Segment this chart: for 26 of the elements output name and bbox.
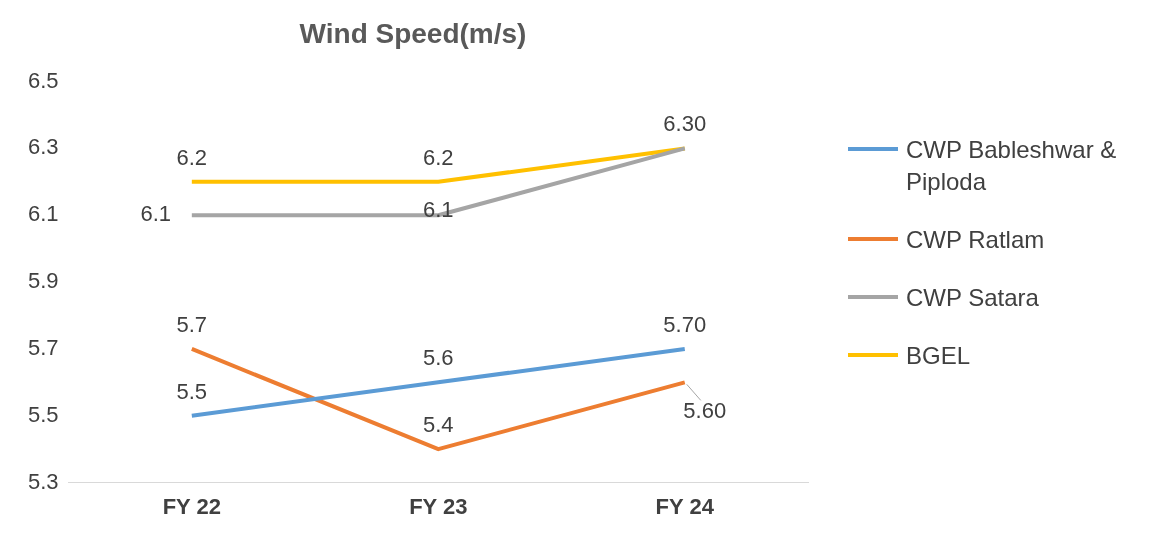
x-tick-label: FY 24 xyxy=(655,493,715,519)
legend-label: BGEL xyxy=(906,341,971,371)
y-tick-label: 5.5 xyxy=(27,401,59,427)
data-label: 5.70 xyxy=(663,312,707,337)
y-tick-label: 6.5 xyxy=(27,67,59,93)
x-tick-label: FY 22 xyxy=(162,493,221,519)
x-tick-label: FY 23 xyxy=(409,493,468,519)
chart-title: Wind Speed(m/s) xyxy=(299,17,527,49)
data-label: 5.4 xyxy=(422,412,454,438)
y-tick-label: 6.1 xyxy=(27,201,59,227)
y-tick-label: 5.7 xyxy=(27,335,59,360)
data-label: 5.7 xyxy=(176,312,208,337)
data-label: 6.30 xyxy=(663,111,707,137)
legend-label: CWP Bableshwar & Piploda xyxy=(906,135,1118,197)
data-label: 6.2 xyxy=(176,144,208,170)
data-label: 5.60 xyxy=(683,398,727,424)
data-label: 5.5 xyxy=(176,378,208,404)
legend-label: CWP Satara xyxy=(906,283,1039,313)
data-label: 5.6 xyxy=(422,345,454,371)
y-tick-label: 5.3 xyxy=(27,468,59,494)
legend-label: CWP Ratlam xyxy=(906,225,1045,255)
y-tick-label: 5.9 xyxy=(27,268,59,294)
data-label: 6.1 xyxy=(422,197,454,223)
y-tick-label: 6.3 xyxy=(27,134,59,160)
data-label: 6.2 xyxy=(422,144,454,170)
data-label: 6.1 xyxy=(140,201,172,227)
